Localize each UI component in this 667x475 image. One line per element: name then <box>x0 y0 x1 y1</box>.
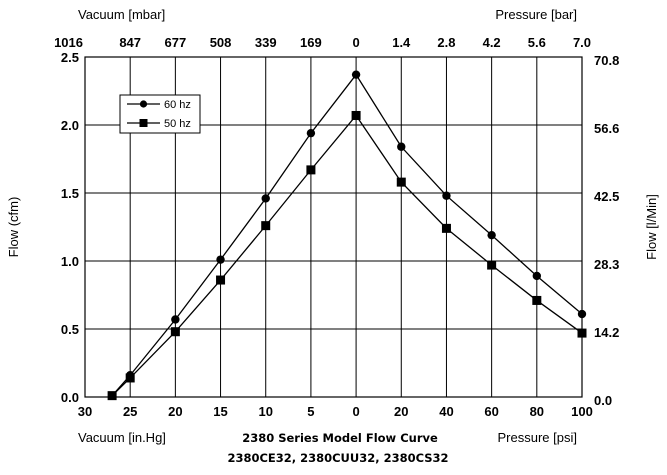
data-point-50hz <box>532 295 542 305</box>
data-point-50hz <box>396 177 406 187</box>
top-tick-label: 0 <box>352 35 359 50</box>
data-point-50hz <box>216 275 226 285</box>
left-tick-label: 0.0 <box>61 390 79 405</box>
data-point-60hz <box>442 191 451 200</box>
top-tick-label: 847 <box>119 35 141 50</box>
chart-caption-models: 2380CE32, 2380CUU32, 2380CS32 <box>227 451 448 465</box>
tick-labels: 30 25 20 15 10 5 0 20 40 60 80 100 1016 847 677 508 339 1… <box>54 35 619 419</box>
bottom-tick-label: 20 <box>394 404 408 419</box>
top-tick-label: 1.4 <box>392 35 411 50</box>
data-point-50hz <box>351 110 361 120</box>
data-point-60hz <box>216 255 225 264</box>
top-tick-label: 2.8 <box>437 35 455 50</box>
top-tick-label: 508 <box>210 35 232 50</box>
bottom-tick-label: 25 <box>123 404 137 419</box>
data-point-60hz <box>397 142 406 151</box>
bottom-tick-label: 30 <box>78 404 92 419</box>
right-tick-label: 14.2 <box>594 325 619 340</box>
data-point-60hz <box>171 315 180 324</box>
right-tick-label: 0.0 <box>594 393 612 408</box>
bottom-tick-label: 80 <box>530 404 544 419</box>
bottom-tick-label: 100 <box>571 404 593 419</box>
left-tick-label: 2.5 <box>61 50 79 65</box>
data-point-50hz <box>170 327 180 337</box>
data-point-60hz <box>261 194 270 203</box>
bottom-left-axis-title: Vacuum [in.Hg] <box>78 430 166 445</box>
legend-label-60hz: 60 hz <box>164 99 191 111</box>
series-line-60hz <box>111 73 583 397</box>
y2-axis-title: Flow [l/Min] <box>644 194 659 260</box>
bottom-tick-label: 10 <box>258 404 272 419</box>
data-point-60hz <box>306 128 316 138</box>
bottom-tick-label: 40 <box>439 404 453 419</box>
bottom-tick-label: 0 <box>352 404 359 419</box>
top-left-axis-title: Vacuum [mbar] <box>78 7 165 22</box>
data-point-50hz <box>125 373 135 383</box>
right-tick-label: 42.5 <box>594 189 619 204</box>
legend-label-50hz: 50 hz <box>164 118 191 130</box>
data-point-60hz <box>532 271 542 281</box>
data-point-50hz <box>577 328 587 338</box>
legend: 60 hz 50 hz <box>119 94 201 134</box>
bottom-right-axis-title: Pressure [psi] <box>498 430 577 445</box>
left-tick-label: 2.0 <box>61 118 79 133</box>
data-point-50hz <box>261 221 271 231</box>
left-tick-label: 1.5 <box>61 186 79 201</box>
plot-frame <box>84 56 583 398</box>
y-axis-title: Flow (cfm) <box>6 197 21 258</box>
top-tick-label: 169 <box>300 35 322 50</box>
legend-marker-60hz <box>139 100 148 108</box>
top-tick-label: 677 <box>165 35 187 50</box>
data-point-60hz <box>487 230 496 240</box>
top-right-axis-title: Pressure [bar] <box>495 7 577 22</box>
right-tick-label: 28.3 <box>594 257 619 272</box>
top-tick-label: 1016 <box>54 35 83 50</box>
data-point-50hz <box>306 165 316 175</box>
right-tick-label: 70.8 <box>594 53 619 68</box>
left-tick-label: 1.0 <box>61 254 79 269</box>
bottom-tick-label: 60 <box>484 404 498 419</box>
legend-marker-50hz <box>139 119 148 127</box>
legend-box <box>119 94 201 134</box>
data-point-50hz <box>441 223 451 233</box>
bottom-tick-label: 15 <box>213 404 227 419</box>
top-tick-label: 4.2 <box>483 35 501 50</box>
data-point-50hz <box>107 391 117 401</box>
data-point-60hz <box>577 309 587 319</box>
right-tick-label: 56.6 <box>594 121 619 136</box>
bottom-tick-label: 20 <box>168 404 182 419</box>
chart-caption-title: 2380 Series Model Flow Curve <box>242 431 438 445</box>
left-tick-label: 0.5 <box>61 322 79 337</box>
data-point-60hz <box>351 70 361 79</box>
series-line-50hz <box>111 114 583 397</box>
bottom-tick-label: 5 <box>307 404 314 419</box>
data-point-50hz <box>487 260 497 270</box>
top-tick-label: 7.0 <box>573 35 591 50</box>
top-tick-label: 339 <box>255 35 277 50</box>
top-tick-label: 5.6 <box>528 35 546 50</box>
series-layer <box>107 70 587 401</box>
